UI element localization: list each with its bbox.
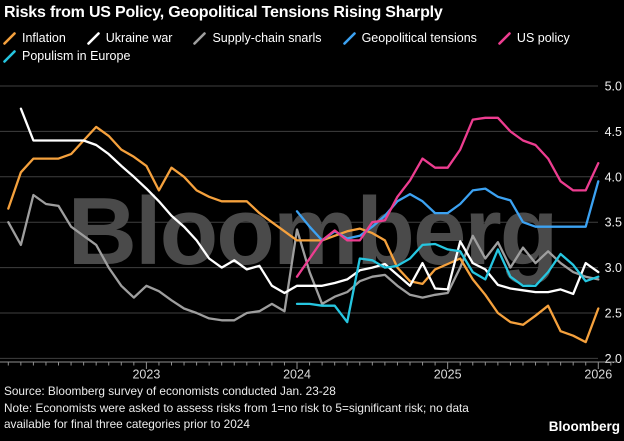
series-line-populism-in-europe — [295, 242, 600, 324]
legend-label: Geopolitical tensions — [361, 31, 477, 45]
legend-item-geopolitical-tensions: Geopolitical tensions — [342, 31, 477, 45]
y-axis-label: 4.0 — [605, 170, 622, 184]
series-line-ukraine-war — [19, 107, 600, 296]
y-axis-label: 2.0 — [605, 352, 622, 366]
line-swatch-icon — [193, 31, 207, 45]
y-axis-label: 4.5 — [605, 125, 622, 139]
series-line-geopolitical-tensions — [295, 180, 600, 242]
legend-label: Ukraine war — [105, 31, 173, 45]
legend: Inflation Ukraine war Supply-chain snarls G… — [3, 31, 621, 63]
legend-item-us-policy: US policy — [498, 31, 570, 45]
x-axis-label: 2025 — [434, 368, 462, 382]
footnotes: Source: Bloomberg survey of economists c… — [4, 383, 469, 433]
source-line: Source: Bloomberg survey of economists c… — [4, 384, 336, 398]
legend-item-inflation: Inflation — [3, 31, 66, 45]
legend-label: Populism in Europe — [22, 49, 131, 63]
page-title: Risks from US Policy, Geopolitical Tensi… — [4, 4, 443, 21]
line-swatch-icon — [3, 49, 16, 63]
legend-item-ukraine-war: Ukraine war — [86, 31, 173, 45]
legend-label: US policy — [516, 31, 570, 45]
line-swatch-icon — [342, 31, 356, 45]
line-swatch-icon — [86, 31, 100, 45]
y-axis-label: 2.5 — [605, 307, 622, 321]
series-line-supply-chain-snarls — [7, 193, 600, 322]
legend-label: Supply-chain snarls — [212, 31, 322, 45]
legend-label: Inflation — [22, 31, 66, 45]
line-swatch-icon — [3, 31, 16, 45]
y-axis-label: 3.0 — [605, 261, 622, 275]
x-axis-label: 2026 — [584, 368, 612, 382]
legend-item-supply-chain-snarls: Supply-chain snarls — [193, 31, 322, 45]
x-axis-label: 2024 — [283, 368, 311, 382]
note-line-2: available for final three categories pri… — [4, 417, 250, 431]
x-axis-label: 2023 — [132, 368, 160, 382]
series-line-inflation — [7, 125, 600, 344]
legend-item-populism-in-europe: Populism in Europe — [3, 49, 130, 63]
bloomberg-logo: Bloomberg — [548, 419, 620, 434]
line-swatch-icon — [498, 31, 511, 45]
series-line-us-policy — [295, 116, 600, 278]
y-axis-label: 5.0 — [605, 80, 622, 94]
y-axis-label: 3.5 — [605, 216, 622, 230]
note-line-1: Note: Economists were asked to assess ri… — [4, 400, 469, 415]
